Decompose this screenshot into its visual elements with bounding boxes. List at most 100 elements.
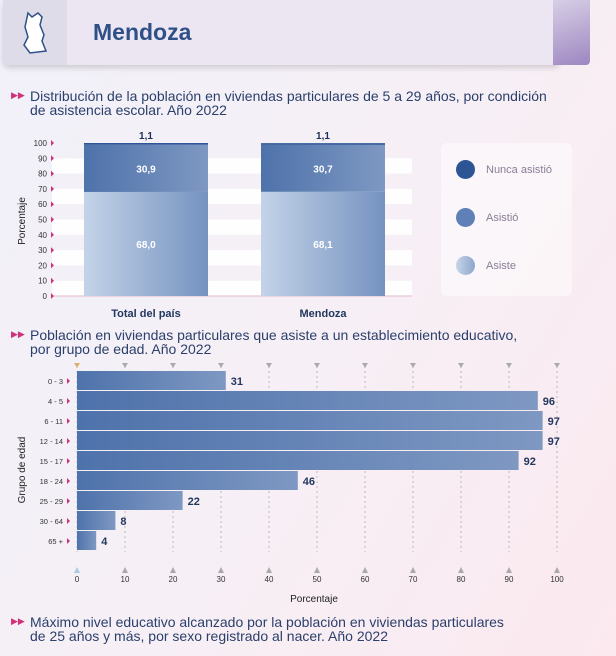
x-tick-label: 40 — [265, 575, 274, 584]
header-card: Mendoza — [3, 0, 560, 65]
tick-marker — [51, 155, 54, 162]
y-axis-label: Grupo de edad — [17, 437, 28, 504]
tick-marker — [314, 567, 320, 573]
y-axis-label: Porcentaje — [17, 197, 28, 245]
data-label: 1,1 — [316, 131, 330, 142]
tick-marker — [51, 231, 54, 238]
legend-swatch — [456, 256, 475, 275]
y-tick-label: 15 - 17 — [40, 457, 63, 466]
bar-segment — [261, 143, 385, 145]
section-title: Máximo nivel educativo alcanzado por la … — [30, 614, 504, 644]
bar — [77, 431, 543, 450]
legend-item: Asistió — [456, 208, 518, 227]
data-label: 97 — [548, 416, 560, 428]
x-tick-label: 30 — [217, 575, 226, 584]
y-tick-label: 70 — [38, 185, 47, 194]
tick-marker — [458, 363, 464, 368]
illustration-image — [553, 0, 590, 65]
tick-marker — [51, 293, 54, 299]
data-label: 96 — [543, 396, 555, 408]
legend-swatch — [456, 160, 475, 179]
bar — [77, 491, 183, 510]
y-tick-label: 6 - 11 — [44, 417, 63, 426]
y-tick-label: 80 — [38, 170, 47, 179]
x-tick-label: 0 — [75, 575, 80, 584]
tick-marker — [170, 363, 176, 368]
bar-segment — [261, 144, 385, 192]
x-axis-label: Porcentaje — [290, 594, 338, 605]
legend-item: Asiste — [456, 256, 516, 275]
tick-marker — [67, 478, 70, 484]
tick-marker — [51, 185, 54, 192]
y-tick-label: 50 — [38, 216, 47, 225]
y-tick-label: 0 — [43, 292, 48, 301]
tick-marker — [362, 567, 368, 573]
bar — [77, 531, 97, 550]
data-label: 31 — [231, 376, 243, 388]
y-tick-label: 30 - 64 — [40, 517, 63, 526]
tick-marker — [67, 498, 70, 504]
bar-segment — [84, 143, 208, 145]
tick-marker — [218, 567, 224, 573]
tick-marker — [122, 363, 128, 368]
bar-segment — [84, 144, 208, 192]
bullet-icon: ▶▶ — [11, 90, 25, 100]
tick-marker — [51, 140, 54, 146]
legend: Nunca asistió Asistió Asiste — [441, 143, 572, 296]
x-tick-label: 20 — [169, 575, 178, 584]
bar — [77, 451, 519, 470]
tick-marker — [458, 567, 464, 573]
tick-marker — [67, 418, 70, 424]
tick-marker — [266, 567, 272, 573]
tick-marker — [362, 363, 368, 368]
tick-marker — [51, 216, 54, 223]
x-tick-label: 80 — [457, 575, 466, 584]
y-tick-label: 60 — [38, 200, 47, 209]
bar — [77, 511, 116, 530]
data-label: 4 — [101, 536, 108, 548]
bar — [77, 371, 226, 390]
stacked-bar-chart: 0 10 20 30 40 50 60 70 80 90 100 Porcentaje 68,0 30,9… — [17, 131, 412, 320]
y-tick-label: 30 — [38, 246, 47, 255]
tick-marker — [67, 458, 70, 464]
tick-marker — [74, 363, 80, 368]
tick-marker — [67, 378, 70, 384]
x-tick-label: Total del país — [111, 308, 180, 320]
tick-marker — [218, 363, 224, 368]
data-label: 68,1 — [313, 240, 333, 251]
bar-segment — [84, 191, 208, 296]
y-tick-label: 90 — [38, 154, 47, 163]
x-tick-label: 60 — [361, 575, 370, 584]
section-title: Población en viviendas particulares que … — [30, 327, 518, 357]
data-label: 97 — [548, 436, 560, 448]
x-tick-label: Mendoza — [299, 308, 347, 320]
data-label: 1,1 — [139, 131, 153, 142]
y-tick-label: 65 + — [48, 537, 63, 546]
y-tick-label: 20 — [38, 261, 47, 270]
x-tick-label: 90 — [505, 575, 514, 584]
section-title: Distribución de la población en vivienda… — [30, 88, 547, 118]
y-tick-label: 25 - 29 — [40, 497, 63, 506]
tick-marker — [51, 201, 54, 208]
tick-marker — [554, 363, 560, 368]
horizontal-bar-chart: 0 10 20 30 40 50 60 70 80 90 100 Porcentaje Grupo de… — [17, 363, 564, 605]
bar — [77, 391, 538, 410]
x-tick-label: 10 — [121, 575, 130, 584]
bullet-icon: ▶▶ — [11, 616, 25, 626]
bullet-icon: ▶▶ — [11, 329, 25, 339]
data-label: 92 — [524, 456, 536, 468]
data-label: 68,0 — [136, 240, 156, 251]
data-label: 30,9 — [136, 164, 156, 175]
tick-marker — [51, 247, 54, 254]
tick-marker — [506, 567, 512, 573]
x-tick-label: 100 — [550, 575, 564, 584]
data-label: 22 — [188, 496, 200, 508]
y-tick-label: 100 — [34, 139, 48, 148]
y-tick-label: 18 - 24 — [40, 477, 63, 486]
y-tick-label: 10 — [38, 277, 47, 286]
tick-marker — [51, 277, 54, 284]
tick-marker — [410, 363, 416, 368]
tick-marker — [51, 170, 54, 177]
tick-marker — [314, 363, 320, 368]
y-tick-label: 12 - 14 — [40, 437, 63, 446]
